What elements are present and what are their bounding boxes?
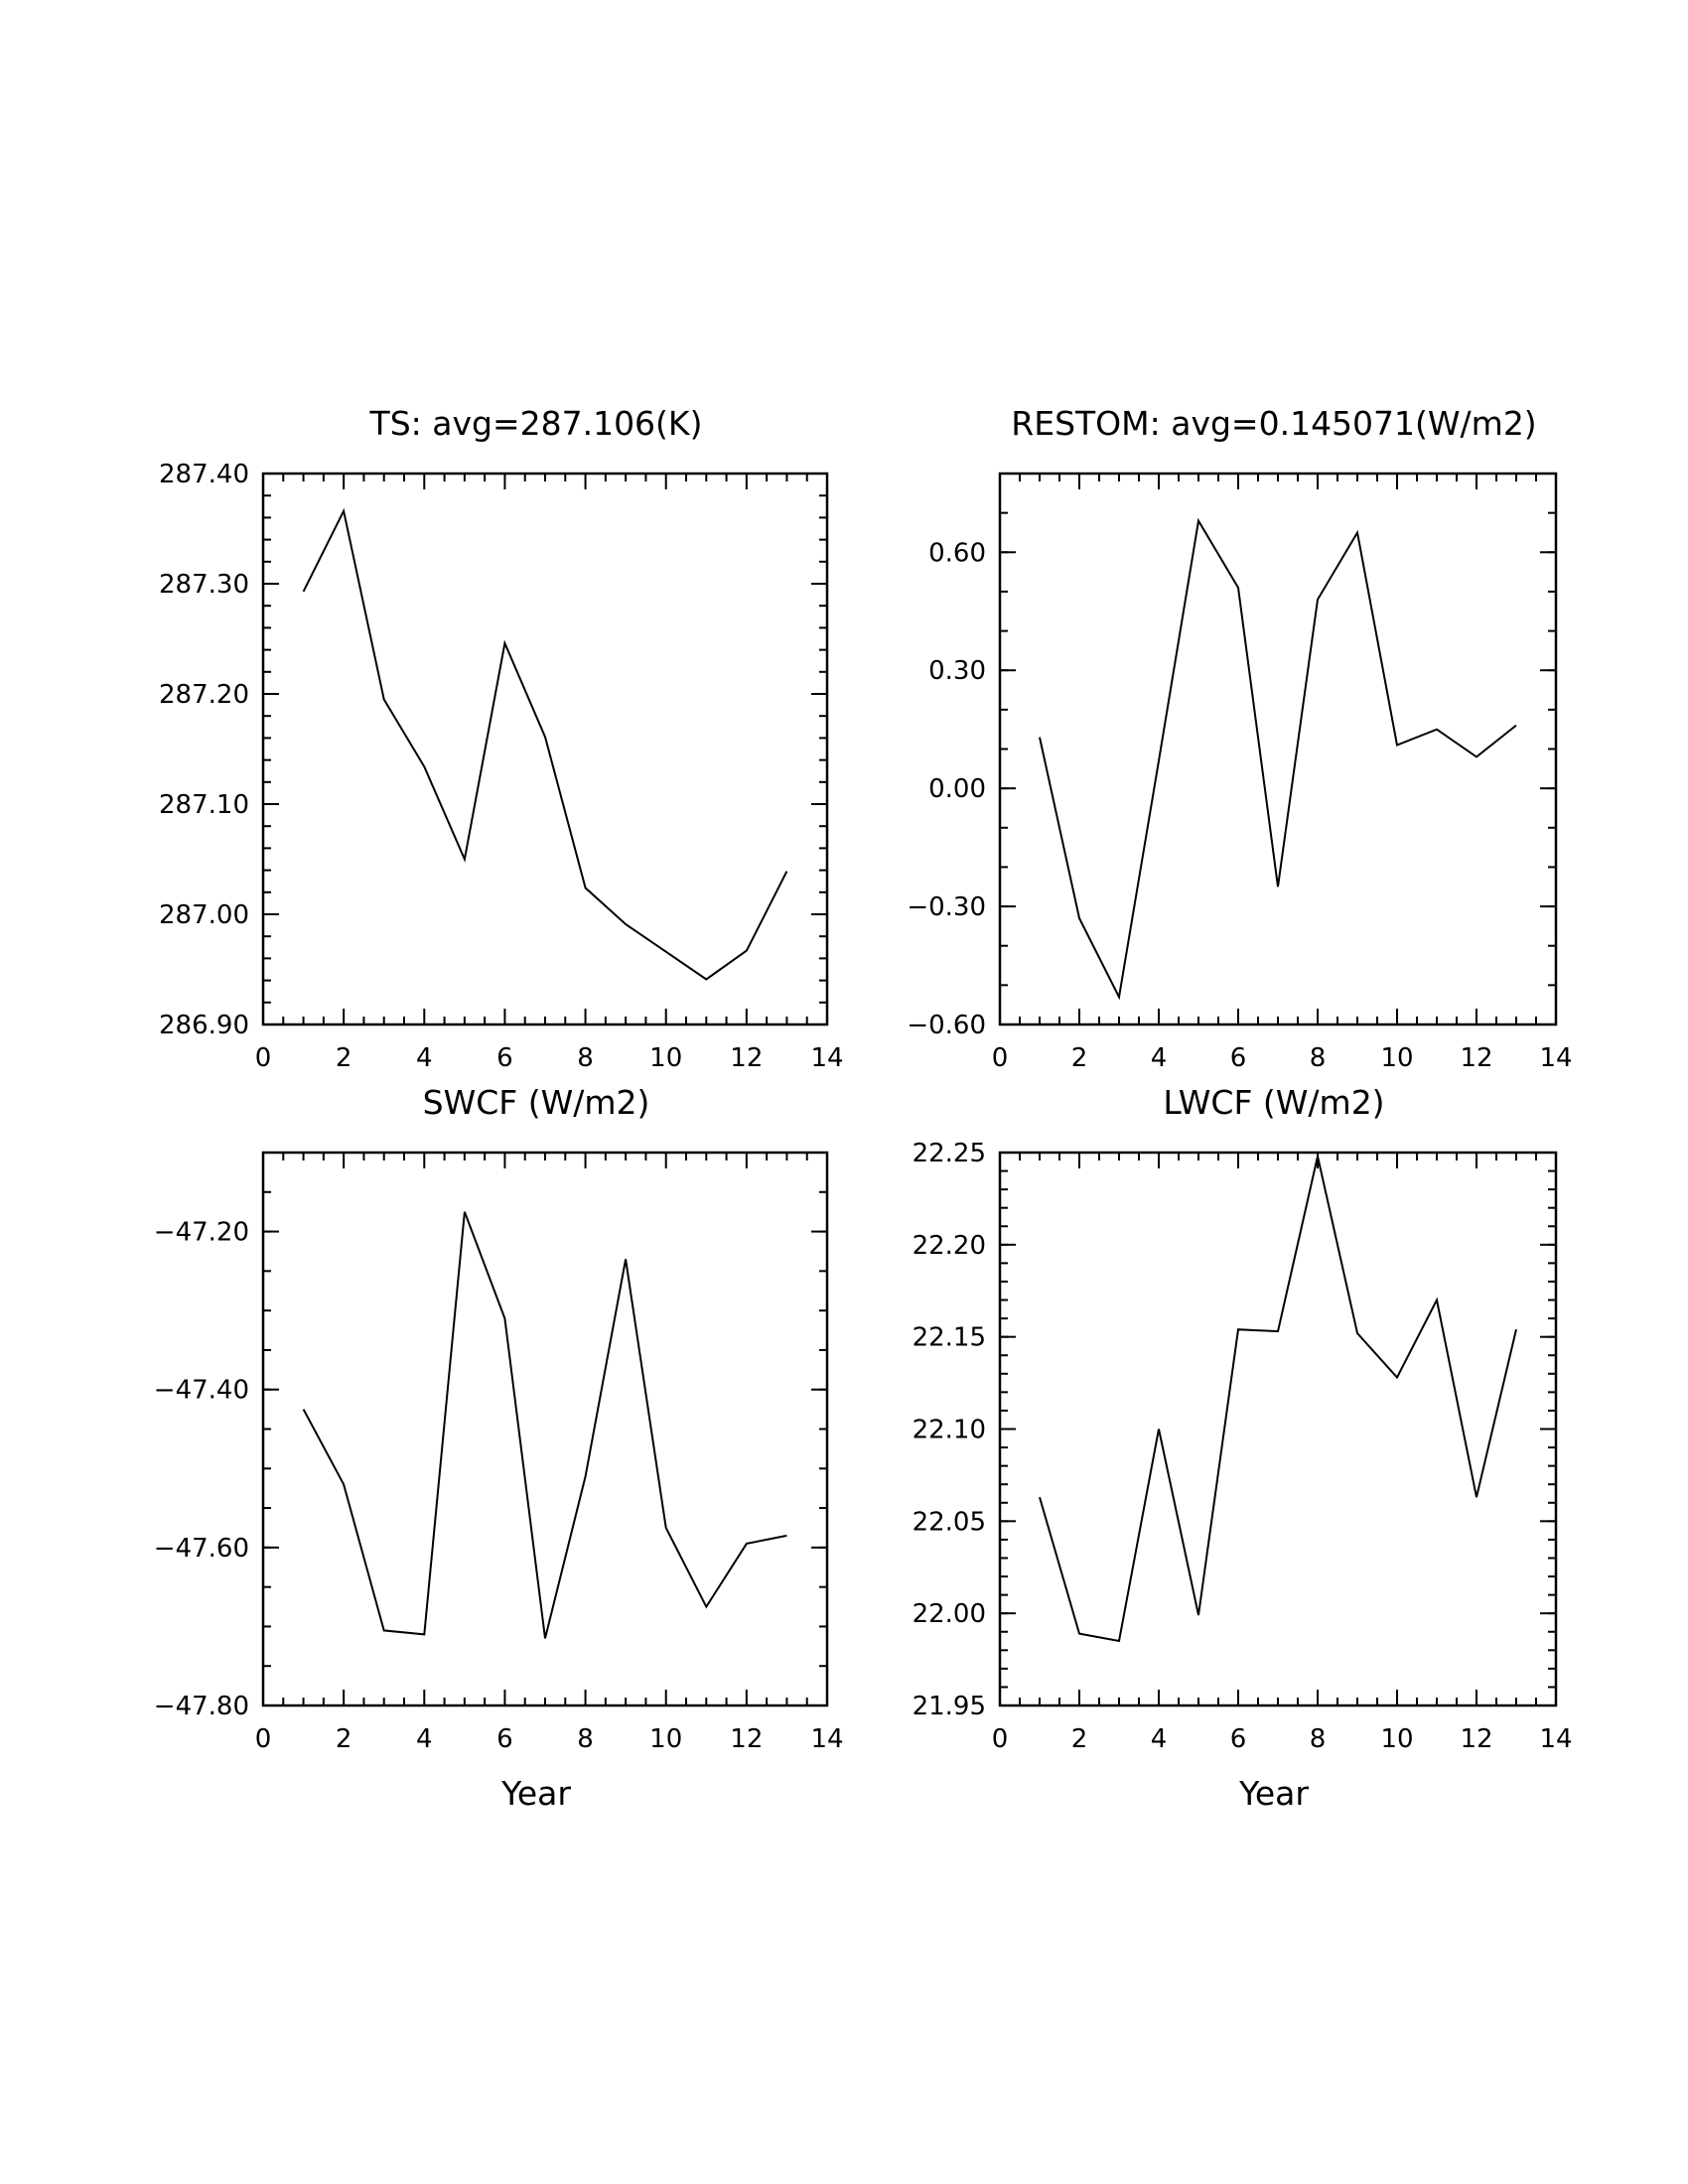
y-tick-label: 286.90 <box>159 1011 249 1040</box>
x-tick-label: 14 <box>1539 1724 1572 1754</box>
x-tick-label: 6 <box>1230 1724 1247 1754</box>
x-tick-label: 2 <box>336 1043 352 1073</box>
plot-frame <box>261 1151 829 1707</box>
x-tick-label: 12 <box>1460 1043 1492 1073</box>
y-tick-label: 287.30 <box>159 570 249 600</box>
plot-frame <box>998 1151 1558 1707</box>
x-tick-label: 14 <box>1539 1043 1572 1073</box>
x-tick-label: 8 <box>577 1724 594 1754</box>
x-tick-label: 6 <box>496 1043 513 1073</box>
y-tick-label: −47.40 <box>154 1376 249 1406</box>
x-tick-label: 0 <box>255 1043 272 1073</box>
x-tick-label: 0 <box>992 1043 1009 1073</box>
panel-restom: RESTOM: avg=0.145071(W/m2) 0 2 4 6 8 10 12 14 0.… <box>907 404 1572 1073</box>
x-tick-label: 8 <box>1310 1724 1327 1754</box>
x-tick-label: 10 <box>1380 1043 1413 1073</box>
x-axis-label: Year <box>1238 1774 1309 1813</box>
x-tick-label: 8 <box>577 1043 594 1073</box>
x-tick-label: 12 <box>730 1043 763 1073</box>
x-tick-label: 14 <box>810 1724 843 1754</box>
plot-frame <box>261 472 829 1026</box>
x-tick-label: 2 <box>1071 1043 1088 1073</box>
x-tick-label: 4 <box>416 1724 433 1754</box>
panel-title: LWCF (W/m2) <box>1163 1083 1384 1122</box>
y-tick-label: 22.20 <box>913 1231 986 1261</box>
series-line <box>1039 1156 1517 1643</box>
x-tick-label: 6 <box>496 1724 513 1754</box>
y-tick-label: 0.00 <box>928 774 986 804</box>
y-tick-label: −47.20 <box>154 1218 249 1248</box>
x-tick-label: 14 <box>810 1043 843 1073</box>
y-tick-label: 22.10 <box>913 1416 986 1445</box>
y-tick-label: 22.05 <box>913 1507 986 1537</box>
panel-title: SWCF (W/m2) <box>423 1083 650 1122</box>
x-axis-label: Year <box>500 1774 571 1813</box>
panel-title: TS: avg=287.106(K) <box>369 404 703 443</box>
x-tick-label: 10 <box>649 1043 682 1073</box>
y-tick-label: 0.30 <box>928 656 986 686</box>
y-tick-label: −0.60 <box>907 1011 986 1040</box>
x-tick-label: 0 <box>255 1724 272 1754</box>
series-line <box>302 507 788 981</box>
x-tick-label: 4 <box>1151 1043 1168 1073</box>
y-tick-label: −47.60 <box>154 1534 249 1564</box>
y-tick-label: 287.10 <box>159 790 249 820</box>
series-line <box>302 1211 787 1639</box>
x-tick-label: 10 <box>649 1724 682 1754</box>
y-tick-label: 287.40 <box>159 460 249 489</box>
y-tick-label: 21.95 <box>913 1692 986 1721</box>
y-tick-label: 0.60 <box>928 538 986 568</box>
x-tick-label: 12 <box>1460 1724 1492 1754</box>
panel-ts: TS: avg=287.106(K) 0 2 4 6 8 10 12 14 287.40 287.… <box>159 404 844 1073</box>
x-tick-label: 4 <box>416 1043 433 1073</box>
x-tick-label: 8 <box>1310 1043 1327 1073</box>
y-tick-label: −47.80 <box>154 1692 249 1721</box>
panel-swcf: SWCF (W/m2) Year 0 2 4 6 8 10 12 14 −47.20 −47.40… <box>154 1083 844 1813</box>
series-line <box>1039 517 1517 1001</box>
x-tick-label: 2 <box>1071 1724 1088 1754</box>
y-tick-label: −0.30 <box>907 892 986 922</box>
y-tick-label: 22.25 <box>913 1139 986 1168</box>
y-tick-label: 287.20 <box>159 680 249 710</box>
x-tick-label: 12 <box>730 1724 763 1754</box>
y-tick-label: 287.00 <box>159 900 249 930</box>
x-tick-label: 2 <box>336 1724 352 1754</box>
x-tick-label: 10 <box>1380 1724 1413 1754</box>
x-tick-label: 0 <box>992 1724 1009 1754</box>
x-tick-label: 6 <box>1230 1043 1247 1073</box>
y-tick-label: 22.15 <box>913 1323 986 1353</box>
panel-lwcf: LWCF (W/m2) Year 0 2 4 6 8 10 12 14 22.25 22.20 22… <box>913 1083 1573 1813</box>
y-tick-label: 22.00 <box>913 1599 986 1629</box>
panel-title: RESTOM: avg=0.145071(W/m2) <box>1011 404 1536 443</box>
plot-frame <box>998 472 1558 1026</box>
x-tick-label: 4 <box>1151 1724 1168 1754</box>
